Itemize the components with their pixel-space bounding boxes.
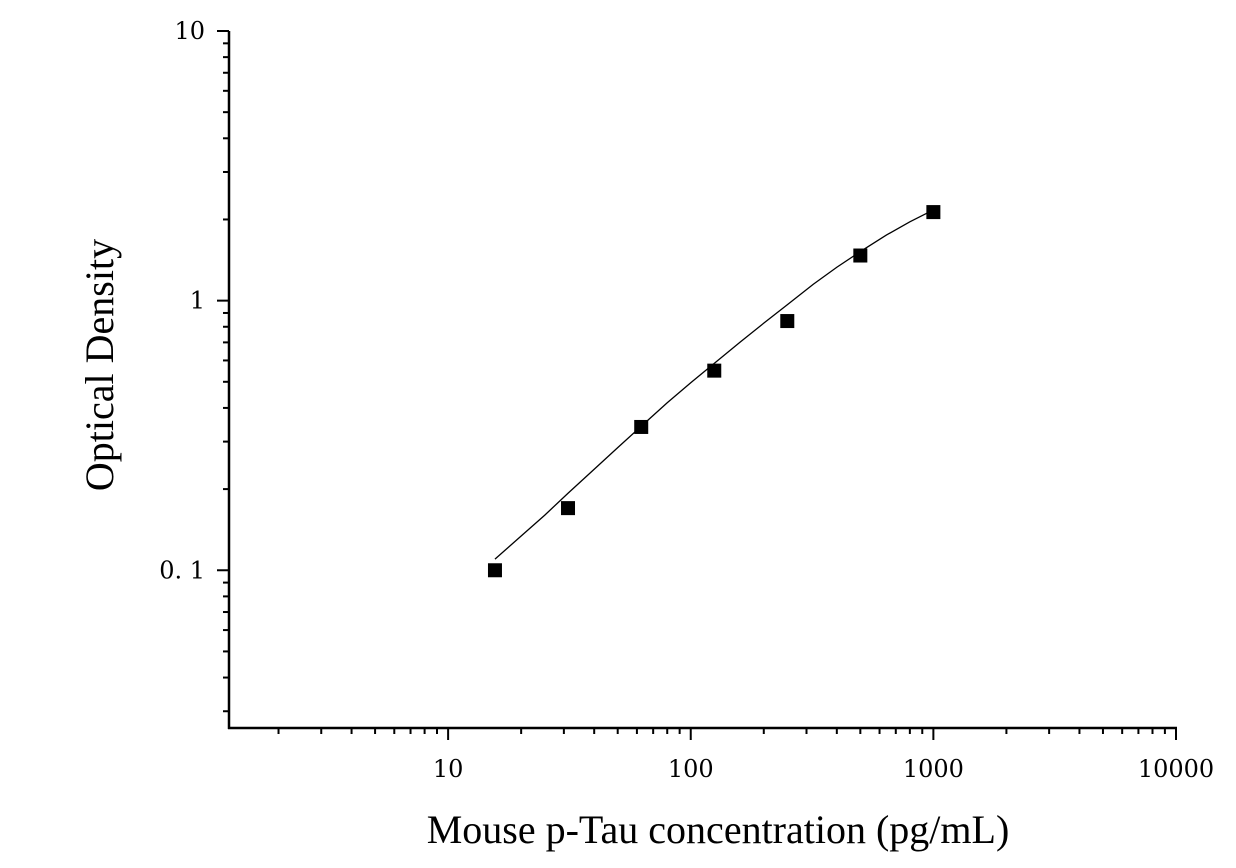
data-point [780, 314, 795, 329]
x-tick-label: 10000 [1138, 755, 1214, 783]
x-tick-label: 10 [433, 755, 464, 783]
minor-ticks [223, 42, 1166, 734]
data-point [853, 248, 868, 263]
data-point [634, 419, 649, 434]
data-point [561, 501, 576, 516]
x-tick-label: 1000 [903, 755, 964, 783]
y-tick-label: 10 [174, 17, 205, 45]
y-axis-title: Optical Density [77, 239, 122, 491]
major-ticks [217, 30, 1177, 740]
x-axis-title: Mouse p-Tau concentration (pg/mL) [427, 807, 1010, 852]
x-tick-labels: 10 100 1000 10000 [433, 755, 1214, 783]
data-point [707, 363, 722, 378]
y-tick-label: 0. 1 [159, 556, 205, 584]
data-point [487, 563, 502, 578]
data-point [926, 205, 941, 220]
data-points [487, 205, 941, 578]
x-tick-label: 100 [668, 755, 714, 783]
y-tick-label: 1 [190, 287, 205, 315]
y-tick-labels: 0. 1 1 10 [159, 17, 205, 584]
fit-curve [494, 209, 934, 560]
